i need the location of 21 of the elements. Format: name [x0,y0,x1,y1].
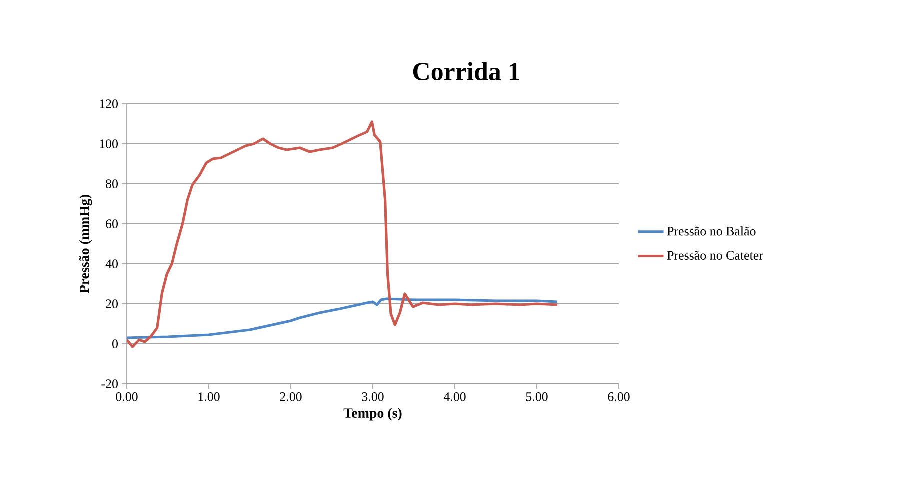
x-tick-label: 0.00 [116,392,138,402]
x-tick-label: 4.00 [444,392,466,402]
x-tick-label: 6.00 [608,392,630,402]
x-tick-label: 1.00 [198,392,220,402]
y-tick-label: 20 [106,300,118,308]
legend-label: Pressão no Cateter [667,251,764,260]
y-tick-label: 0 [112,340,118,348]
line-series [127,298,559,340]
x-tick-label: 3.00 [362,392,384,402]
y-tick-label: 100 [100,140,118,148]
y-tick-label: 80 [106,180,118,188]
chart-title: Corrida 1 [413,62,520,80]
y-axis-title: Pressão (mmHg) [79,194,92,294]
x-tick-label: 2.00 [280,392,302,402]
legend-label: Pressão no Balão [667,226,756,236]
y-tick-label: -20 [102,380,118,388]
y-tick-label: 60 [106,220,118,228]
x-axis-title: Tempo (s) [344,408,402,421]
x-tick-label: 5.00 [526,392,548,402]
y-tick-label: 40 [106,260,118,268]
y-tick-label: 120 [100,100,118,108]
